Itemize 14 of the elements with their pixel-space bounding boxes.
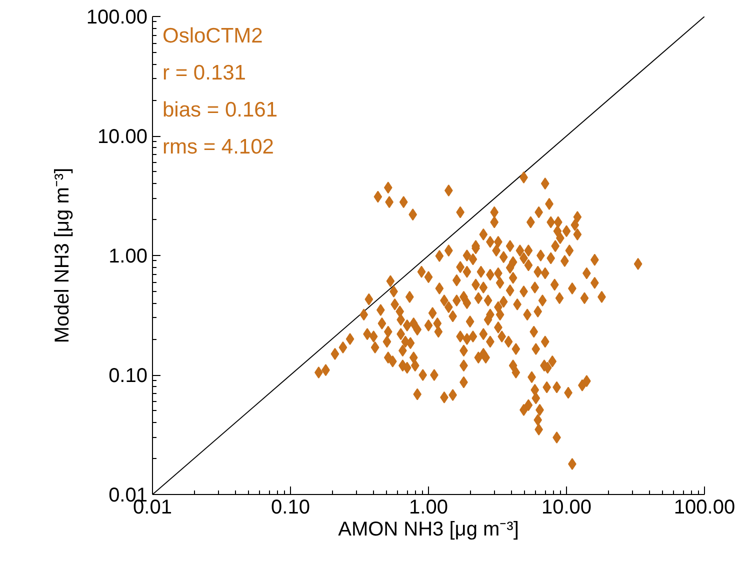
y-tick-label: 0.10 xyxy=(108,365,148,387)
annotation: bias = 0.161 xyxy=(162,98,278,122)
x-tick-label: 0.10 xyxy=(271,496,310,518)
y-tick-label: 100.00 xyxy=(86,6,148,28)
annotation: r = 0.131 xyxy=(162,62,246,84)
y-tick-label: 10.00 xyxy=(97,126,148,148)
annotation: rms = 4.102 xyxy=(162,136,274,158)
x-axis-title: AMON NH3 [μg m⁻³] xyxy=(338,518,519,540)
y-axis-title: Model NH3 [μg m⁻³] xyxy=(51,168,74,344)
y-tick-label: 1.00 xyxy=(108,246,148,268)
annotation: OsloCTM2 xyxy=(162,24,263,48)
x-tick-label: 1.00 xyxy=(409,496,448,518)
x-tick-label: 10.00 xyxy=(541,496,592,518)
x-tick-label: 100.00 xyxy=(674,496,736,518)
